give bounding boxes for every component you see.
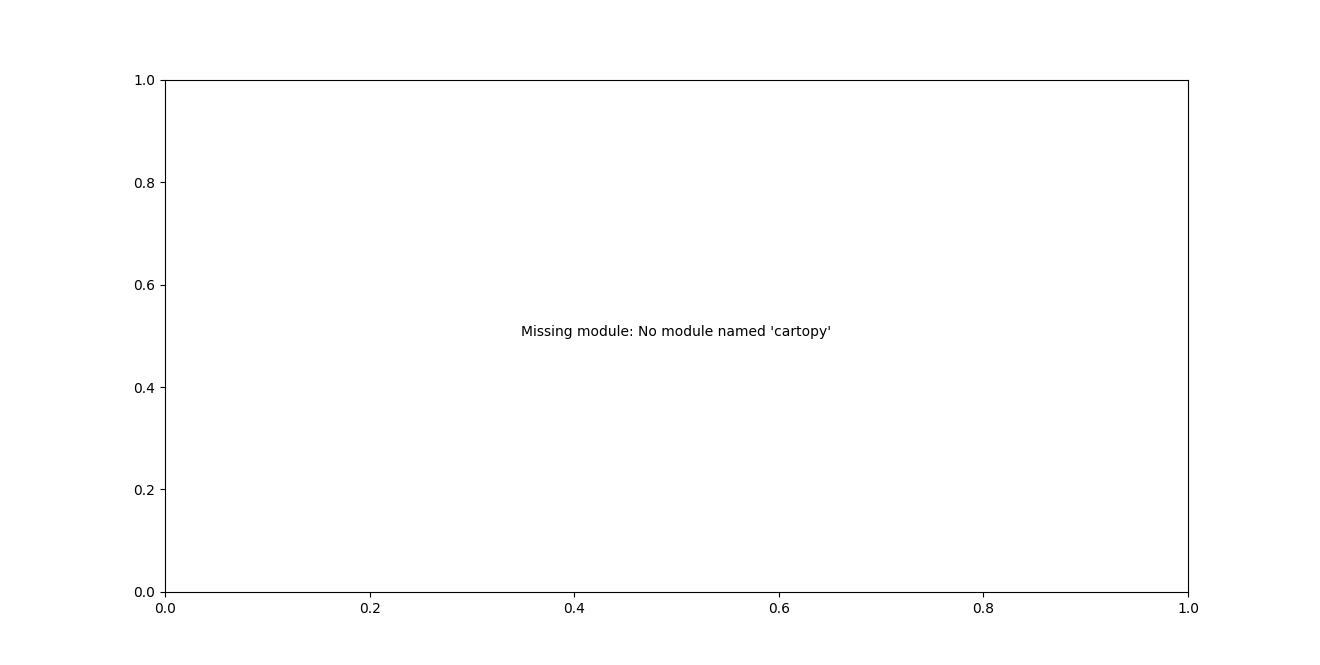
Text: Missing module: No module named 'cartopy': Missing module: No module named 'cartopy… bbox=[521, 325, 832, 339]
